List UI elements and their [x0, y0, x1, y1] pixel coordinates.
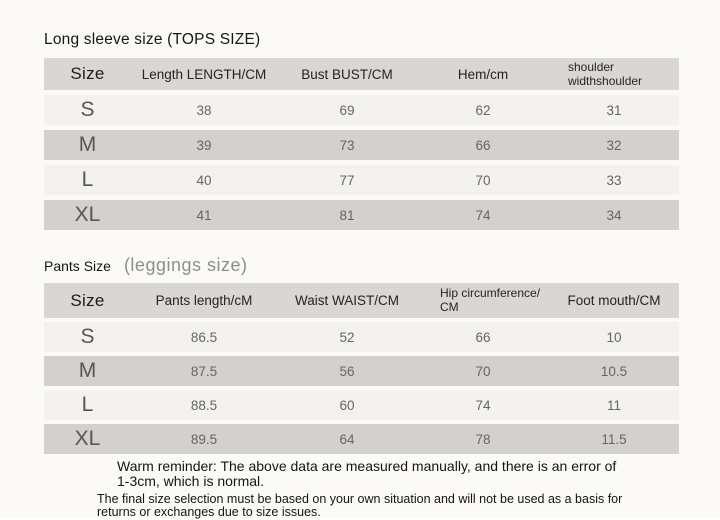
value-cell: 10: [606, 329, 622, 345]
value-cell: 52: [339, 329, 355, 345]
pants-section-heading: Pants Size (leggings size): [44, 255, 248, 276]
value-cell: 38: [196, 102, 212, 118]
tops-table-header-row: Size Length LENGTH/CM Bust BUST/CM Hem/c…: [44, 58, 679, 90]
table-row: L 40 77 70 33: [44, 165, 679, 195]
column-header-shoulder-width: shoulder widthshoulder: [568, 59, 643, 88]
value-cell: 88.5: [190, 397, 218, 413]
value-cell: 66: [475, 329, 491, 345]
pants-section-subtitle: (leggings size): [123, 255, 248, 275]
value-cell: 86.5: [190, 329, 218, 345]
column-header-bust: Bust BUST/CM: [301, 66, 393, 82]
column-header-size: Size: [70, 290, 105, 310]
value-cell: 34: [606, 207, 622, 223]
footnote: Warm reminder: The above data are measur…: [97, 458, 642, 520]
table-row: XL 41 81 74 34: [44, 200, 679, 230]
column-header-hip: Hip circumference/ CM: [440, 285, 541, 314]
column-header-length: Length LENGTH/CM: [141, 66, 267, 82]
value-cell: 81: [339, 207, 355, 223]
table-row: M 87.5 56 70 10.5: [44, 356, 679, 386]
column-header-pants-length: Pants length/cM: [155, 293, 253, 308]
value-cell: 39: [196, 137, 212, 153]
value-cell: 10.5: [600, 363, 628, 379]
size-cell: XL: [74, 203, 101, 226]
value-cell: 87.5: [190, 363, 218, 379]
pants-size-table: Size Pants length/cM Waist WAIST/CM Hip …: [44, 283, 679, 454]
size-cell: XL: [74, 427, 101, 450]
column-header-size: Size: [70, 64, 105, 83]
pants-section-title: Pants Size: [44, 258, 111, 274]
warm-reminder-text: Warm reminder: The above data are measur…: [117, 458, 617, 490]
table-row: M 39 73 66 32: [44, 130, 679, 160]
value-cell: 56: [339, 363, 355, 379]
tops-section-title: Long sleeve size (TOPS SIZE): [44, 31, 261, 48]
value-cell: 70: [475, 172, 491, 188]
value-cell: 66: [475, 137, 491, 153]
table-row: L 88.5 60 74 11: [44, 390, 679, 420]
final-note-text: The final size selection must be based o…: [97, 491, 623, 520]
value-cell: 78: [475, 431, 491, 447]
value-cell: 89.5: [190, 431, 218, 447]
size-cell: S: [80, 325, 95, 348]
value-cell: 33: [606, 172, 622, 188]
table-row: XL 89.5 64 78 11.5: [44, 424, 679, 454]
size-cell: M: [78, 359, 97, 382]
table-row: S 38 69 62 31: [44, 95, 679, 125]
value-cell: 31: [606, 102, 622, 118]
column-header-foot-mouth: Foot mouth/CM: [567, 293, 661, 308]
pants-table-header-row: Size Pants length/cM Waist WAIST/CM Hip …: [44, 283, 679, 318]
value-cell: 70: [475, 363, 491, 379]
size-cell: L: [81, 393, 94, 416]
value-cell: 69: [339, 102, 355, 118]
size-cell: S: [80, 98, 95, 121]
value-cell: 77: [339, 172, 355, 188]
value-cell: 64: [339, 431, 355, 447]
column-header-hem: Hem/cm: [457, 66, 509, 82]
tops-size-table: Size Length LENGTH/CM Bust BUST/CM Hem/c…: [44, 58, 679, 230]
column-header-waist: Waist WAIST/CM: [295, 293, 399, 308]
value-cell: 32: [606, 137, 622, 153]
value-cell: 60: [339, 397, 355, 413]
value-cell: 74: [475, 207, 491, 223]
table-row: S 86.5 52 66 10: [44, 322, 679, 352]
value-cell: 11.5: [601, 431, 627, 447]
value-cell: 73: [339, 137, 355, 153]
value-cell: 74: [475, 397, 491, 413]
value-cell: 11: [606, 397, 621, 413]
size-cell: M: [78, 133, 97, 156]
size-cell: L: [81, 168, 94, 191]
value-cell: 62: [475, 102, 491, 118]
value-cell: 40: [196, 172, 212, 188]
value-cell: 41: [196, 207, 212, 223]
